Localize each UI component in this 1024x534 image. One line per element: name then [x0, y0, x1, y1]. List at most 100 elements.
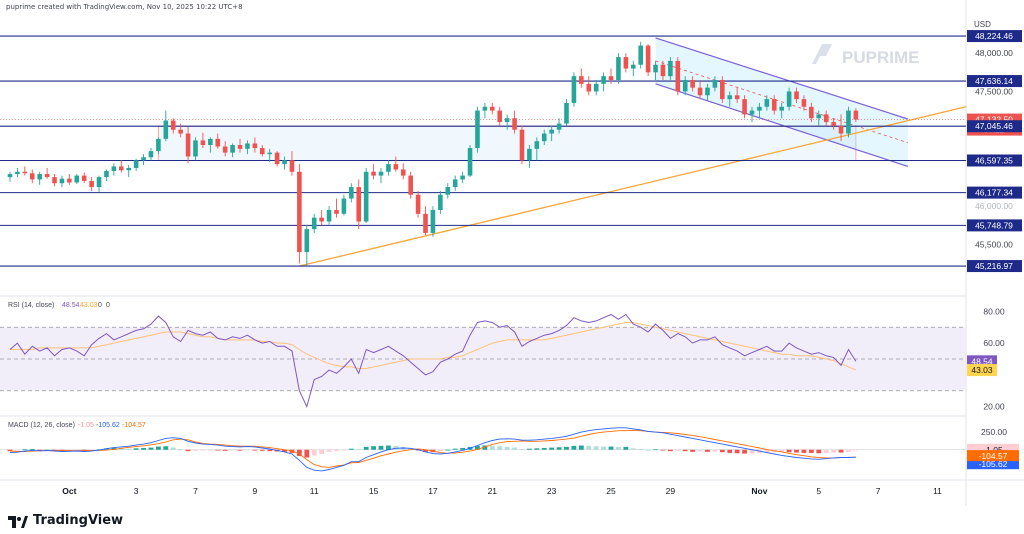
candle — [89, 177, 94, 191]
candle — [126, 164, 132, 178]
footer: TradingView — [0, 506, 1024, 534]
candle-body — [81, 175, 87, 181]
time-axis-tick: Oct — [62, 486, 76, 496]
price-label-bg — [967, 120, 1022, 133]
macd-histogram-bar — [808, 449, 814, 453]
candle-body — [838, 125, 844, 134]
candle — [771, 95, 777, 115]
candle-body — [215, 138, 221, 147]
candle — [170, 118, 176, 134]
tradingview-logo[interactable]: TradingView — [8, 513, 123, 528]
candle-body — [608, 76, 614, 80]
macd-histogram-bar — [185, 449, 191, 452]
candle — [742, 95, 747, 119]
price-pane[interactable] — [0, 35, 967, 267]
rsi-title: RSI (14, close) — [8, 302, 54, 309]
candle-body — [89, 180, 94, 188]
candle — [378, 167, 384, 184]
candle — [193, 137, 198, 161]
macd-histogram-bar — [838, 449, 844, 453]
macd-histogram-bar — [497, 446, 503, 450]
level-price-label: 46,597.35 — [967, 154, 1022, 167]
rsi-line — [9, 313, 857, 409]
candle — [156, 137, 161, 155]
candle-body — [460, 175, 465, 180]
candle — [104, 169, 109, 181]
time-axis-tick: 3 — [134, 486, 139, 496]
candle — [690, 76, 695, 92]
candle — [571, 72, 577, 107]
candle-body — [564, 102, 569, 124]
macd-histogram-bar — [786, 449, 792, 453]
candle — [252, 137, 258, 153]
macd-histogram-bar — [742, 449, 747, 454]
candle — [356, 179, 362, 230]
candle-body — [757, 106, 762, 111]
candle — [119, 160, 124, 173]
candle — [141, 154, 146, 165]
candle — [386, 160, 391, 176]
macd-pane[interactable] — [0, 427, 966, 472]
macd-histogram-bar — [653, 449, 658, 451]
price-label-text: 45,748.79 — [975, 220, 1013, 230]
macd-histogram-bar — [556, 447, 562, 450]
candle-body — [423, 213, 428, 233]
macd-histogram-bar — [734, 449, 740, 454]
candle-body — [601, 76, 606, 84]
candle — [297, 164, 302, 264]
candle — [593, 80, 599, 96]
candle-body — [623, 57, 629, 69]
candle-body — [319, 217, 324, 222]
price-label-bg — [967, 154, 1022, 167]
macd-histogram-bar — [371, 446, 376, 450]
chart-canvas[interactable]: USD PUPRIME 48,224.46 47,636.14 47,132.50 3… — [0, 0, 1024, 506]
candle-body — [653, 64, 658, 73]
candle — [734, 87, 740, 103]
candle-body — [504, 118, 510, 123]
candle — [408, 171, 413, 199]
candle-body — [297, 171, 302, 253]
macd-histogram-bar — [7, 449, 13, 452]
candle — [22, 166, 28, 176]
level-price-label: 45,216.97 — [967, 260, 1022, 273]
candle-body — [252, 143, 258, 149]
macd-line-value-text: -105.62 — [979, 459, 1008, 469]
rsi-pane[interactable] — [0, 313, 966, 409]
macd-histogram-bar — [44, 449, 50, 451]
watermark-text: PUPRIME — [842, 48, 919, 67]
macd-histogram-bar — [245, 449, 250, 451]
candle-body — [408, 175, 413, 195]
macd-histogram-bar — [630, 448, 636, 450]
candle-body — [445, 187, 451, 195]
candle-body — [675, 60, 681, 92]
macd-signal-readout: -104.57 — [122, 422, 146, 429]
candle-body — [178, 129, 183, 134]
macd-histogram-bar — [156, 446, 161, 450]
candle — [222, 141, 228, 157]
macd-histogram-bar — [667, 449, 673, 452]
candle — [638, 41, 643, 69]
candle — [44, 167, 50, 179]
candle — [601, 72, 606, 92]
candle-body — [52, 177, 57, 184]
macd-histogram-bar — [66, 449, 72, 451]
macd-title: MACD (12, 26, close) — [8, 422, 75, 429]
macd-histogram-bar — [237, 449, 243, 451]
rsi-ma-value-text: 43.03 — [971, 365, 993, 375]
macd-hist-value-text: -1.05 — [983, 445, 1003, 455]
candle-body — [549, 129, 554, 134]
candle — [497, 106, 503, 126]
macd-histogram-bar — [675, 449, 681, 451]
puprime-logo-icon — [812, 44, 832, 64]
candle — [326, 206, 332, 225]
macd-histogram-bar — [37, 449, 43, 451]
candle-body — [482, 106, 488, 111]
candle — [823, 110, 829, 126]
time-axis-tick: 11 — [933, 486, 942, 496]
candle — [133, 158, 139, 171]
candle-body — [415, 194, 421, 214]
macd-line-readout: -105.62 — [96, 422, 120, 429]
candle — [549, 125, 554, 142]
candle — [400, 163, 406, 180]
candle-body — [304, 229, 310, 253]
